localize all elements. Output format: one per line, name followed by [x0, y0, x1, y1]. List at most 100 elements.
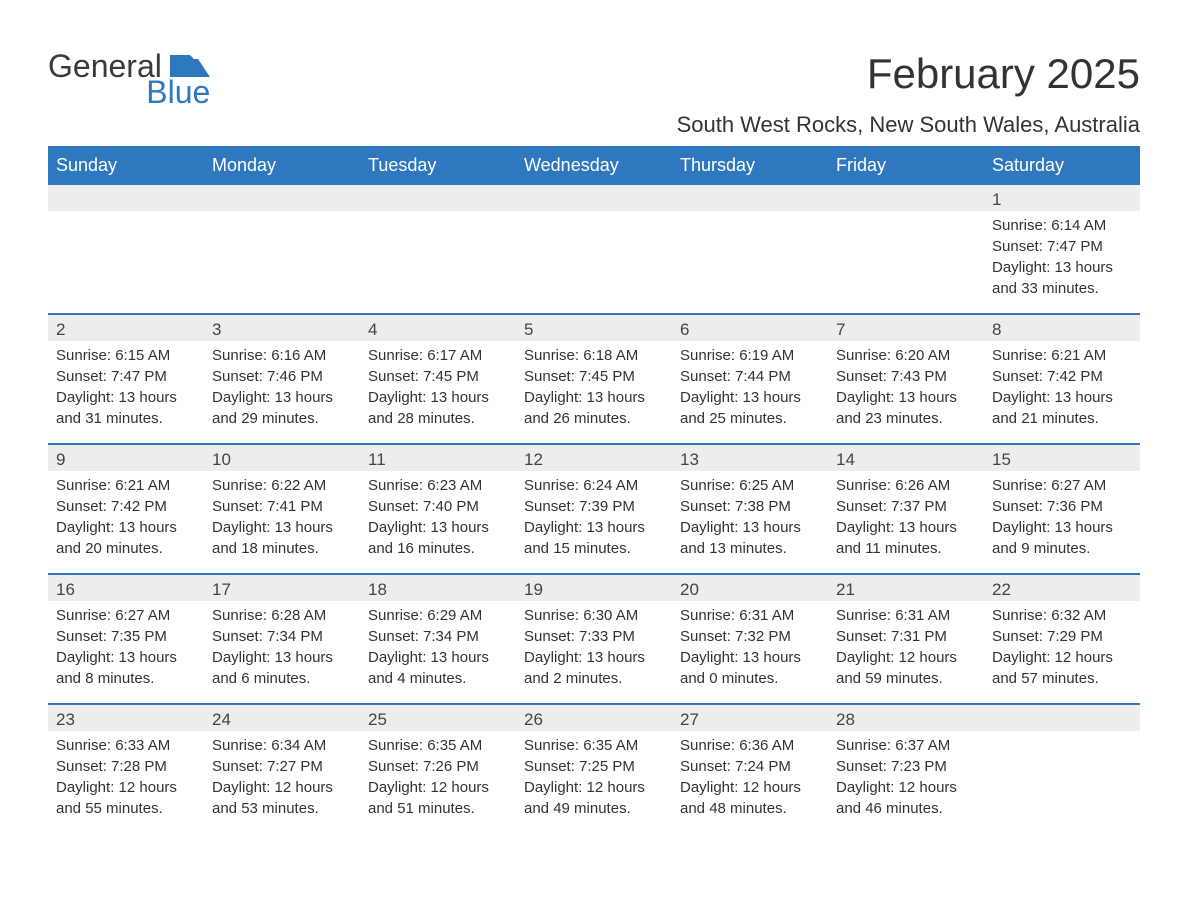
day-number: 7	[828, 315, 984, 341]
logo-word-b: Blue	[146, 74, 210, 110]
daylight-text: Daylight: 13 hours and 33 minutes.	[992, 257, 1132, 299]
day-body	[360, 211, 516, 223]
day-number	[828, 185, 984, 211]
sunrise-text: Sunrise: 6:25 AM	[680, 475, 820, 496]
calendar-cell: 19Sunrise: 6:30 AMSunset: 7:33 PMDayligh…	[516, 575, 672, 703]
day-number: 12	[516, 445, 672, 471]
day-body: Sunrise: 6:25 AMSunset: 7:38 PMDaylight:…	[672, 471, 828, 567]
sunset-text: Sunset: 7:33 PM	[524, 626, 664, 647]
daylight-text: Daylight: 13 hours and 15 minutes.	[524, 517, 664, 559]
daylight-text: Daylight: 13 hours and 2 minutes.	[524, 647, 664, 689]
sunset-text: Sunset: 7:47 PM	[992, 236, 1132, 257]
day-number: 16	[48, 575, 204, 601]
calendar-cell: 6Sunrise: 6:19 AMSunset: 7:44 PMDaylight…	[672, 315, 828, 443]
calendar-week: 16 Sunrise: 6:27 AMSunset: 7:35 PM Dayligh…	[48, 573, 1140, 703]
sunrise-text: Sunrise: 6:21 AM	[992, 345, 1132, 366]
calendar-cell: 13Sunrise: 6:25 AMSunset: 7:38 PMDayligh…	[672, 445, 828, 573]
sunset-text: Sunset: 7:35 PM	[56, 626, 196, 647]
sunrise-text: Sunrise: 6:34 AM	[212, 735, 352, 756]
day-body: Sunrise: 6:19 AMSunset: 7:44 PMDaylight:…	[672, 341, 828, 437]
calendar: Sunday Monday Tuesday Wednesday Thursday…	[48, 146, 1140, 827]
sunrise-text: Sunrise: 6:28 AM	[212, 605, 352, 626]
sunrise-text: Sunrise: 6:31 AM	[680, 605, 820, 626]
sunrise-text: Sunrise: 6:35 AM	[368, 735, 508, 756]
calendar-cell: 15Sunrise: 6:27 AMSunset: 7:36 PMDayligh…	[984, 445, 1140, 573]
sunset-text: Sunset: 7:24 PM	[680, 756, 820, 777]
daylight-text: Daylight: 12 hours and 59 minutes.	[836, 647, 976, 689]
sunset-text: Sunset: 7:34 PM	[212, 626, 352, 647]
day-number: 5	[516, 315, 672, 341]
day-number: 13	[672, 445, 828, 471]
calendar-cell: 27Sunrise: 6:36 AMSunset: 7:24 PMDayligh…	[672, 705, 828, 827]
sunrise-text: Sunrise: 6:37 AM	[836, 735, 976, 756]
day-body	[516, 211, 672, 223]
daylight-text: Daylight: 13 hours and 23 minutes.	[836, 387, 976, 429]
day-body: Sunrise: 6:23 AMSunset: 7:40 PMDaylight:…	[360, 471, 516, 567]
calendar-cell: 5Sunrise: 6:18 AMSunset: 7:45 PMDaylight…	[516, 315, 672, 443]
sunset-text: Sunset: 7:42 PM	[56, 496, 196, 517]
daylight-text: Daylight: 13 hours and 13 minutes.	[680, 517, 820, 559]
weekday-col: Saturday	[984, 146, 1140, 185]
sunrise-text: Sunrise: 6:17 AM	[368, 345, 508, 366]
day-body	[204, 211, 360, 223]
daylight-text: Daylight: 13 hours and 6 minutes.	[212, 647, 352, 689]
sunset-text: Sunset: 7:29 PM	[992, 626, 1132, 647]
day-number: 4	[360, 315, 516, 341]
calendar-cell: 11Sunrise: 6:23 AMSunset: 7:40 PMDayligh…	[360, 445, 516, 573]
calendar-cell: 17 Sunrise: 6:28 AMSunset: 7:34 PMDayligh…	[204, 575, 360, 703]
calendar-cell	[516, 185, 672, 313]
calendar-cell: 28Sunrise: 6:37 AMSunset: 7:23 PMDayligh…	[828, 705, 984, 827]
logo-text: General Blue	[48, 50, 210, 108]
weekday-header: Sunday Monday Tuesday Wednesday Thursday…	[48, 146, 1140, 185]
sunset-text: Sunset: 7:26 PM	[368, 756, 508, 777]
daylight-text: Daylight: 12 hours and 46 minutes.	[836, 777, 976, 819]
day-number: 17	[204, 575, 360, 601]
sunrise-text: Sunrise: 6:22 AM	[212, 475, 352, 496]
sunrise-text: Sunrise: 6:27 AM	[56, 605, 196, 626]
calendar-cell: 22Sunrise: 6:32 AMSunset: 7:29 PMDayligh…	[984, 575, 1140, 703]
sunset-text: Sunset: 7:28 PM	[56, 756, 196, 777]
day-number: 26	[516, 705, 672, 731]
daylight-text: Daylight: 13 hours and 9 minutes.	[992, 517, 1132, 559]
day-number: 28	[828, 705, 984, 731]
logo-word-a: General	[48, 48, 162, 84]
daylight-text: Daylight: 13 hours and 31 minutes.	[56, 387, 196, 429]
calendar-cell: 12Sunrise: 6:24 AMSunset: 7:39 PMDayligh…	[516, 445, 672, 573]
day-body: Sunrise: 6:21 AMSunset: 7:42 PMDaylight:…	[984, 341, 1140, 437]
location-text: South West Rocks, New South Wales, Austr…	[48, 112, 1140, 138]
sunset-text: Sunset: 7:32 PM	[680, 626, 820, 647]
day-body: Sunrise: 6:36 AMSunset: 7:24 PMDaylight:…	[672, 731, 828, 827]
weekday-col: Friday	[828, 146, 984, 185]
daylight-text: Daylight: 12 hours and 51 minutes.	[368, 777, 508, 819]
daylight-text: Daylight: 13 hours and 11 minutes.	[836, 517, 976, 559]
day-body: Sunrise: 6:29 AMSunset: 7:34 PMDaylight:…	[360, 601, 516, 697]
calendar-cell: 9Sunrise: 6:21 AMSunset: 7:42 PMDaylight…	[48, 445, 204, 573]
daylight-text: Daylight: 13 hours and 26 minutes.	[524, 387, 664, 429]
weekday-col: Sunday	[48, 146, 204, 185]
day-number: 11	[360, 445, 516, 471]
day-body: Sunrise: 6:33 AMSunset: 7:28 PMDaylight:…	[48, 731, 204, 827]
calendar-cell: 16Sunrise: 6:27 AMSunset: 7:35 PMDayligh…	[48, 575, 204, 703]
day-number: 8	[984, 315, 1140, 341]
sunset-text: Sunset: 7:37 PM	[836, 496, 976, 517]
day-body: Sunrise: 6:31 AMSunset: 7:31 PMDaylight:…	[828, 601, 984, 697]
sunrise-text: Sunrise: 6:21 AM	[56, 475, 196, 496]
daylight-text: Daylight: 13 hours and 4 minutes.	[368, 647, 508, 689]
sunset-text: Sunset: 7:43 PM	[836, 366, 976, 387]
day-number: 10	[204, 445, 360, 471]
day-body: Sunrise: 6:22 AMSunset: 7:41 PMDaylight:…	[204, 471, 360, 567]
sunrise-text: Sunrise: 6:32 AM	[992, 605, 1132, 626]
calendar-week: 23Sunrise: 6:33 AMSunset: 7:28 PMDayligh…	[48, 703, 1140, 827]
sunset-text: Sunset: 7:40 PM	[368, 496, 508, 517]
day-body: Sunrise: 6:37 AMSunset: 7:23 PMDaylight:…	[828, 731, 984, 827]
day-body: Sunrise: 6:35 AMSunset: 7:25 PMDaylight:…	[516, 731, 672, 827]
page-title: February 2025	[867, 50, 1140, 98]
day-number: 18	[360, 575, 516, 601]
day-body: Sunrise: 6:14 AMSunset: 7:47 PMDaylight:…	[984, 211, 1140, 307]
day-number: 22	[984, 575, 1140, 601]
day-body: Sunrise: 6:20 AMSunset: 7:43 PMDaylight:…	[828, 341, 984, 437]
day-number	[48, 185, 204, 211]
day-number: 2	[48, 315, 204, 341]
daylight-text: Daylight: 13 hours and 25 minutes.	[680, 387, 820, 429]
sunrise-text: Sunrise: 6:27 AM	[992, 475, 1132, 496]
